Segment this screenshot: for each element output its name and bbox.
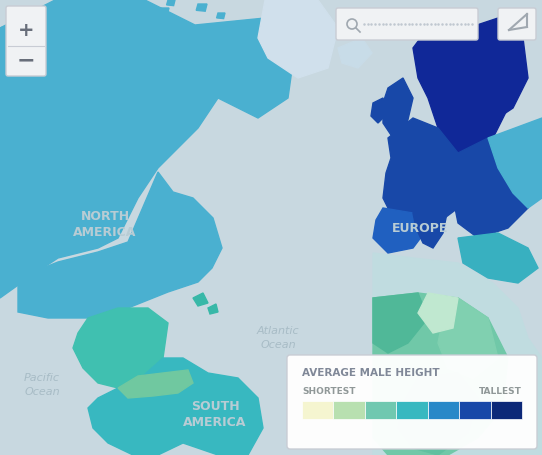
Polygon shape	[156, 8, 169, 17]
Polygon shape	[0, 0, 295, 298]
Polygon shape	[80, 5, 90, 11]
Polygon shape	[106, 8, 117, 15]
Polygon shape	[438, 298, 498, 378]
Text: SOUTH
AMERICA: SOUTH AMERICA	[183, 400, 247, 430]
Bar	[302, 401, 333, 419]
Polygon shape	[398, 373, 478, 455]
Polygon shape	[488, 118, 542, 208]
Bar	[365, 401, 396, 419]
Text: Atlantic
Ocean: Atlantic Ocean	[257, 326, 299, 349]
Polygon shape	[458, 233, 538, 283]
Polygon shape	[196, 4, 207, 11]
Polygon shape	[373, 293, 508, 455]
FancyBboxPatch shape	[287, 355, 537, 449]
Text: −: −	[17, 50, 35, 70]
Bar	[333, 401, 365, 419]
Polygon shape	[383, 78, 413, 138]
Polygon shape	[371, 98, 388, 123]
Bar	[491, 401, 522, 419]
Text: AVERAGE MALE HEIGHT: AVERAGE MALE HEIGHT	[302, 368, 440, 378]
Polygon shape	[373, 208, 428, 253]
Bar	[459, 401, 491, 419]
FancyBboxPatch shape	[498, 8, 536, 40]
Polygon shape	[453, 138, 533, 238]
Polygon shape	[217, 13, 225, 19]
Polygon shape	[208, 304, 218, 314]
Polygon shape	[373, 253, 542, 455]
Polygon shape	[0, 18, 58, 88]
Polygon shape	[338, 38, 372, 68]
Polygon shape	[258, 0, 338, 78]
Polygon shape	[383, 118, 468, 228]
Polygon shape	[193, 293, 208, 306]
Bar	[428, 401, 459, 419]
FancyBboxPatch shape	[336, 8, 478, 40]
Polygon shape	[468, 18, 528, 118]
Text: Pacific
Ocean: Pacific Ocean	[24, 374, 60, 397]
Text: NORTH
AMERICA: NORTH AMERICA	[73, 211, 137, 239]
Polygon shape	[118, 370, 193, 398]
Text: +: +	[18, 21, 34, 40]
Polygon shape	[18, 172, 222, 318]
Polygon shape	[135, 4, 152, 15]
Text: SHORTEST: SHORTEST	[302, 388, 356, 396]
Polygon shape	[413, 188, 448, 248]
Bar	[396, 401, 428, 419]
Text: TALLEST: TALLEST	[479, 388, 522, 396]
Text: EUROPE: EUROPE	[392, 222, 448, 234]
Polygon shape	[418, 293, 458, 333]
FancyBboxPatch shape	[6, 6, 46, 76]
Polygon shape	[73, 308, 168, 388]
Polygon shape	[88, 358, 263, 455]
Polygon shape	[413, 18, 508, 158]
Polygon shape	[166, 0, 175, 5]
Polygon shape	[373, 293, 428, 353]
